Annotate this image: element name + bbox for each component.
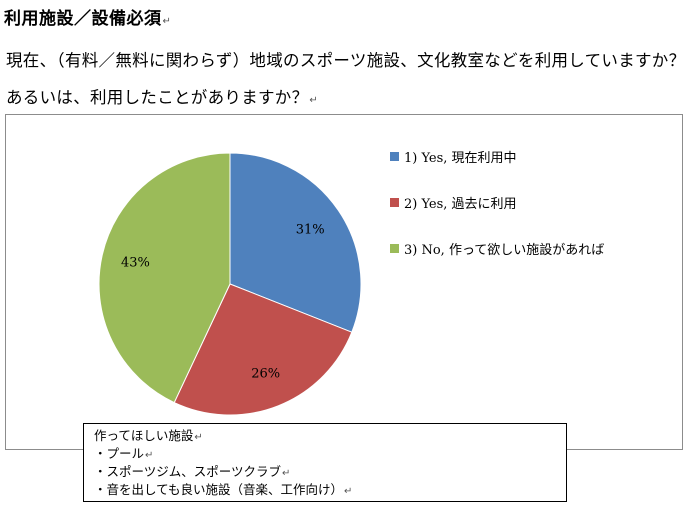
requested-facility-item: ・音を出しても良い施設（音楽、工作向け）↵ (94, 482, 353, 497)
requested-facility-item: ・スポーツジム、スポーツクラブ↵ (94, 464, 291, 479)
legend-item-no: 3) No, 作って欲しい施設があれば (390, 239, 605, 258)
pie-chart (98, 152, 362, 416)
survey-question: 現在、（有料／無料に関わらず）地域のスポーツ施設、文化教室などを利用していますか… (6, 42, 686, 119)
requested-facilities-title: 作ってほしい施設↵ (94, 428, 203, 443)
paragraph-mark-icon: ↵ (282, 468, 291, 479)
paragraph-mark-icon: ↵ (344, 486, 353, 497)
legend-swatch-past (390, 197, 399, 207)
paragraph-mark-icon: ↵ (194, 432, 203, 443)
legend-item-past: 2) Yes, 過去に利用 (390, 193, 517, 212)
legend-item-current: 1) Yes, 現在利用中 (390, 147, 517, 166)
pie-slice-past (173, 283, 353, 416)
paragraph-mark-icon: ↵ (145, 450, 154, 461)
pie-slice-no (98, 152, 231, 404)
data-label-no: 43% (120, 255, 150, 271)
requested-facility-item: ・プール↵ (94, 446, 154, 461)
data-label-past: 26% (251, 366, 281, 382)
legend-swatch-no (390, 243, 399, 253)
heading-text: 利用施設／設備必須 (4, 9, 162, 29)
page-heading: 利用施設／設備必須↵ (4, 4, 171, 29)
requested-facilities-box: 作ってほしい施設↵ ・プール↵ ・スポーツジム、スポーツクラブ↵ ・音を出しても… (83, 423, 567, 502)
pie-slice-current (229, 152, 362, 333)
legend-swatch-current (390, 151, 399, 161)
question-text: 現在、（有料／無料に関わらず）地域のスポーツ施設、文化教室などを利用していますか… (6, 51, 686, 107)
paragraph-mark-icon: ↵ (309, 95, 319, 106)
data-label-current: 31% (295, 222, 325, 237)
legend-label-past: 2) Yes, 過去に利用 (404, 196, 517, 212)
paragraph-mark-icon: ↵ (162, 16, 172, 27)
legend-label-no: 3) No, 作って欲しい施設があれば (404, 242, 605, 258)
legend-label-current: 1) Yes, 現在利用中 (404, 150, 517, 166)
pie-chart-frame: 1) Yes, 現在利用中 2) Yes, 過去に利用 3) No, 作って欲し… (5, 114, 683, 450)
